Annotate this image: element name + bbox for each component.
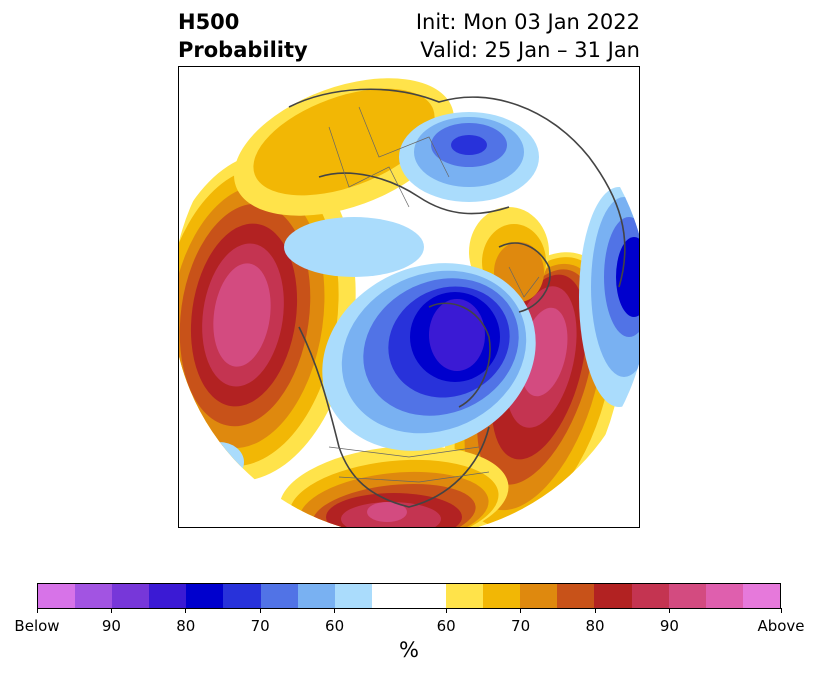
colorbar-unit-label: % [399, 638, 419, 662]
colorbar-segment [223, 584, 261, 608]
colorbar-tick-label: 60 [436, 617, 456, 635]
siberia-ridge [234, 78, 454, 216]
colorbar-segment [408, 584, 447, 608]
colorbar-tick [780, 608, 782, 613]
colorbar-segment [557, 584, 595, 608]
colorbar-segment [334, 584, 372, 608]
coastlines [288, 88, 626, 508]
colorbar-segment [705, 584, 743, 608]
colorbar-segment [631, 584, 669, 608]
title-quantity: Probability [178, 38, 308, 62]
east-atlantic-trough [579, 187, 639, 407]
title-right: Init: Mon 03 Jan 2022 Valid: 25 Jan – 31… [416, 8, 640, 64]
gulf-ridge [279, 445, 509, 527]
asia-trough [284, 217, 424, 277]
russia-trough [399, 112, 539, 202]
colorbar-tick [445, 608, 447, 613]
colorbar-tick [36, 608, 38, 613]
polar-map [179, 78, 639, 527]
colorbar-segment [186, 584, 224, 608]
colorbar-segment [520, 584, 558, 608]
colorbar-tick-label: Below [14, 617, 60, 635]
title-left: H500 Probability [178, 8, 308, 64]
colorbar-segment [594, 584, 632, 608]
colorbar-tick [110, 608, 112, 613]
colorbar-segment [75, 584, 113, 608]
colorbar-tick [185, 608, 187, 613]
map-frame [178, 66, 640, 528]
colorbar-tick-label: 80 [585, 617, 605, 635]
colorbar-segment [742, 584, 780, 608]
colorbar-tick [520, 608, 522, 613]
colorbar-segment [149, 584, 187, 608]
colorbar-segment [38, 584, 76, 608]
colorbar-segment [446, 584, 484, 608]
colorbar-tick [668, 608, 670, 613]
colorbar-segment [371, 584, 409, 608]
colorbar-segment [483, 584, 521, 608]
colorbar [37, 583, 781, 609]
colorbar-tick-label: Above [757, 617, 805, 635]
baffin-trough [322, 263, 536, 451]
colorbar-tick-label: 90 [101, 617, 121, 635]
colorbar-tick [259, 608, 261, 613]
colorbar-tick-label: 70 [511, 617, 531, 635]
colorbar-tick-label: 70 [250, 617, 270, 635]
colorbar-segment [668, 584, 706, 608]
colorbar-tick-label: 90 [659, 617, 679, 635]
probability-shading [179, 78, 639, 527]
init-time: Init: Mon 03 Jan 2022 [415, 10, 640, 34]
colorbar-segment [112, 584, 150, 608]
valid-period: Valid: 25 Jan – 31 Jan [420, 38, 640, 62]
pacific-trough [194, 442, 244, 482]
title-field: H500 [178, 10, 240, 34]
borders [328, 106, 540, 483]
colorbar-tick-label: 80 [176, 617, 196, 635]
colorbar-tick [334, 608, 336, 613]
colorbar-segment [297, 584, 335, 608]
colorbar-tick [594, 608, 596, 613]
colorbar-segment [260, 584, 298, 608]
colorbar-tick-label: 60 [325, 617, 345, 635]
